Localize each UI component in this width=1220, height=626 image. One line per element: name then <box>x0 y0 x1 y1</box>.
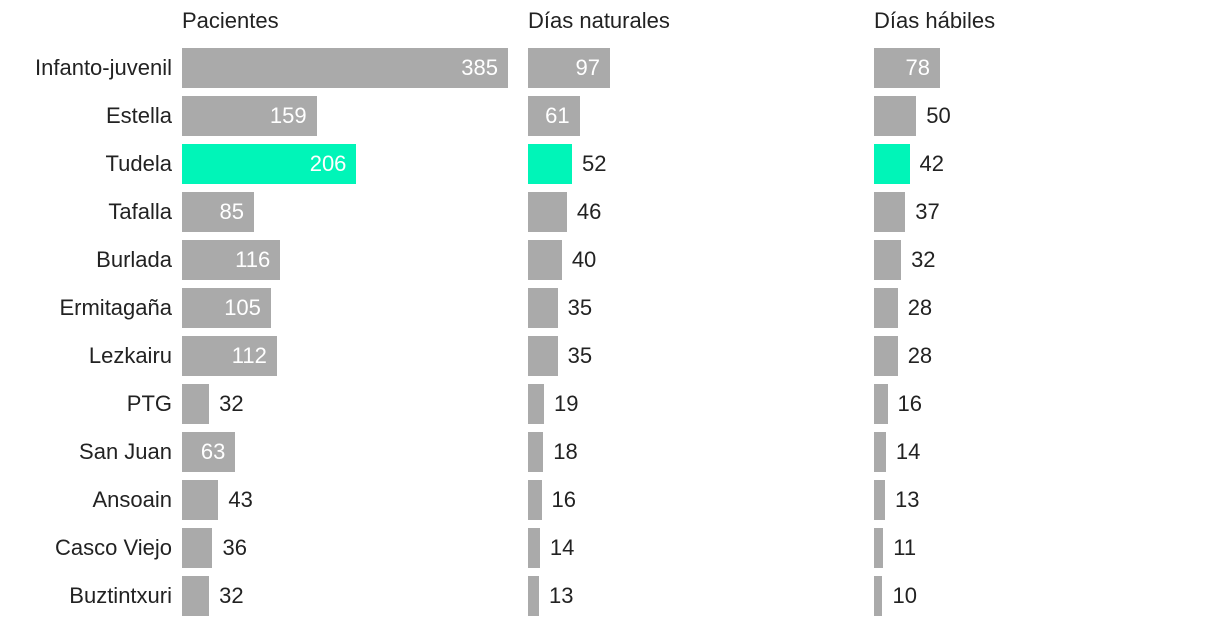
value-label-pacientes-tudela: 206 <box>309 151 347 176</box>
value-label-dias-habiles-ansoain: 13 <box>895 487 920 512</box>
category-labels: Infanto-juvenil Estella Tudela Tafalla Burla… <box>0 0 172 626</box>
bar-dias-habiles-ermitagana <box>874 288 898 328</box>
value-label-dias-naturales-ermitagana: 35 <box>567 295 593 320</box>
value-label-dias-habiles-estella: 50 <box>926 103 951 128</box>
category-label-tafalla: Tafalla <box>108 199 172 224</box>
bar-pacientes-tafalla <box>182 192 254 232</box>
category-label-casco-viejo: Casco Viejo <box>55 535 172 560</box>
value-label-dias-naturales-lezkairu: 35 <box>567 343 593 368</box>
bar-pacientes-casco-viejo <box>182 528 213 568</box>
category-label-infanto-juvenil: Infanto-juvenil <box>35 55 172 80</box>
panel-title-pacientes: Pacientes <box>182 8 279 33</box>
bar-pacientes-tudela <box>182 144 357 184</box>
category-label-ptg: PTG <box>126 391 172 416</box>
value-label-pacientes-casco-viejo: 36 <box>222 535 247 560</box>
value-label-dias-naturales-infanto-juvenil: 97 <box>575 55 600 80</box>
value-label-dias-habiles-infanto-juvenil: 78 <box>905 55 930 80</box>
bar-dias-naturales-casco-viejo <box>528 528 540 568</box>
value-label-pacientes-san-juan: 63 <box>200 439 226 464</box>
bar-dias-naturales-ermitagana <box>528 288 558 328</box>
bar-pacientes-ermitagana <box>182 288 271 328</box>
value-label-dias-naturales-estella: 61 <box>545 103 570 128</box>
value-label-pacientes-buztintxuri: 32 <box>219 583 244 608</box>
bar-dias-habiles-casco-viejo <box>874 528 884 568</box>
bar-pacientes-buztintxuri <box>182 576 210 616</box>
category-label-estella: Estella <box>105 103 172 128</box>
value-label-dias-naturales-tafalla: 46 <box>576 199 602 224</box>
bar-dias-habiles-tafalla <box>874 192 906 232</box>
bar-dias-naturales-infanto-juvenil <box>528 48 610 88</box>
category-label-ermitagana: Ermitagaña <box>59 295 172 320</box>
category-label-lezkairu: Lezkairu <box>88 343 172 368</box>
value-label-dias-habiles-burlada: 32 <box>911 247 936 272</box>
bar-pacientes-lezkairu <box>182 336 277 376</box>
value-label-dias-habiles-casco-viejo: 11 <box>893 535 917 560</box>
bar-dias-habiles-lezkairu <box>874 336 898 376</box>
value-label-dias-habiles-tudela: 42 <box>919 151 945 176</box>
category-label-tudela: Tudela <box>105 151 172 176</box>
category-label-burlada: Burlada <box>96 247 172 272</box>
value-label-dias-habiles-buztintxuri: 10 <box>892 583 917 608</box>
value-label-pacientes-tafalla: 85 <box>219 199 244 224</box>
value-label-pacientes-lezkairu: 112 <box>231 343 267 368</box>
bar-dias-naturales-ansoain <box>528 480 542 520</box>
value-label-dias-naturales-buztintxuri: 13 <box>548 583 574 608</box>
panel-title-dias-naturales: Días naturales <box>528 8 670 33</box>
value-label-pacientes-ermitagana: 105 <box>224 295 261 320</box>
bar-dias-naturales-tudela <box>528 144 572 184</box>
value-label-dias-habiles-san-juan: 14 <box>895 439 921 464</box>
value-label-pacientes-burlada: 116 <box>235 247 271 272</box>
value-label-pacientes-infanto-juvenil: 385 <box>461 55 498 80</box>
value-label-dias-naturales-san-juan: 18 <box>553 439 578 464</box>
bar-pacientes-ansoain <box>182 480 219 520</box>
category-label-buztintxuri: Buztintxuri <box>69 583 172 608</box>
bar-dias-habiles-ansoain <box>874 480 885 520</box>
value-label-dias-naturales-casco-viejo: 14 <box>549 535 575 560</box>
panel-title-dias-habiles: Días hábiles <box>874 8 996 33</box>
value-label-dias-habiles-lezkairu: 28 <box>907 343 933 368</box>
value-label-dias-naturales-ptg: 19 <box>554 391 579 416</box>
bar-dias-habiles-ptg <box>874 384 888 424</box>
value-label-pacientes-ptg: 32 <box>219 391 244 416</box>
bar-pacientes-infanto-juvenil <box>182 48 508 88</box>
bar-dias-habiles-san-juan <box>874 432 886 472</box>
value-label-dias-habiles-tafalla: 37 <box>915 199 940 224</box>
category-label-san-juan: San Juan <box>79 439 172 464</box>
bar-pacientes-burlada <box>182 240 281 280</box>
value-label-dias-habiles-ptg: 16 <box>897 391 923 416</box>
category-label-ansoain: Ansoain <box>92 487 172 512</box>
bar-pacientes-ptg <box>182 384 210 424</box>
bar-dias-habiles-burlada <box>874 240 902 280</box>
value-label-dias-naturales-tudela: 52 <box>581 151 607 176</box>
bar-pacientes-estella <box>182 96 317 136</box>
value-label-pacientes-ansoain: 43 <box>228 487 253 512</box>
value-label-dias-naturales-burlada: 40 <box>571 247 597 272</box>
bar-dias-naturales-ptg <box>528 384 545 424</box>
value-label-pacientes-estella: 159 <box>269 103 307 128</box>
bar-dias-naturales-lezkairu <box>528 336 558 376</box>
bar-dias-habiles-infanto-juvenil <box>874 48 940 88</box>
value-label-dias-habiles-ermitagana: 28 <box>907 295 933 320</box>
bar-dias-naturales-estella <box>528 96 580 136</box>
bar-dias-habiles-estella <box>874 96 917 136</box>
bar-dias-naturales-san-juan <box>528 432 544 472</box>
bar-dias-habiles-buztintxuri <box>874 576 883 616</box>
bar-dias-habiles-tudela <box>874 144 910 184</box>
bar-dias-naturales-burlada <box>528 240 562 280</box>
value-label-dias-naturales-ansoain: 16 <box>551 487 576 512</box>
bar-pacientes-san-juan <box>182 432 236 472</box>
bar-dias-naturales-buztintxuri <box>528 576 539 616</box>
bar-dias-naturales-tafalla <box>528 192 567 232</box>
